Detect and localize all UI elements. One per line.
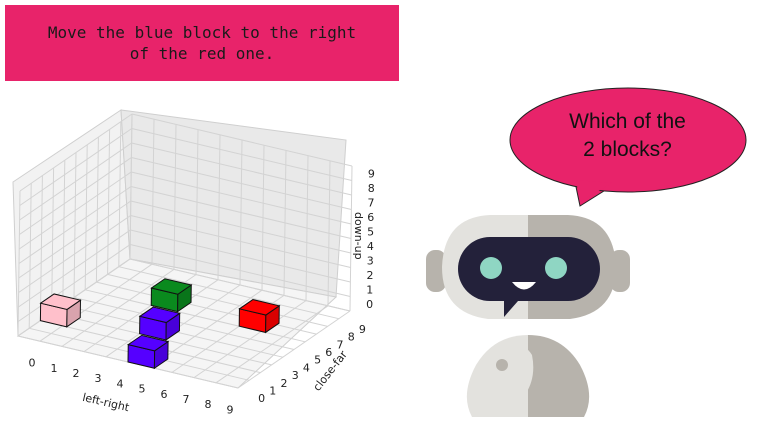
- left-wall-grid-line: [118, 121, 122, 267]
- left-wall-grid-line: [19, 128, 133, 206]
- robot-left-eye: [480, 257, 502, 279]
- back-wall-grid-line: [131, 157, 352, 210]
- x-tick-label: 3: [95, 372, 102, 385]
- y-tick-label: 3: [292, 369, 299, 382]
- y-tick-label: 4: [303, 361, 310, 374]
- left-wall-grid-line: [107, 129, 111, 275]
- y-tick-label: 1: [269, 384, 276, 397]
- robot-left-ear: [426, 250, 446, 292]
- floor-grid-line: [85, 289, 306, 343]
- z-tick-label: 6: [367, 211, 374, 224]
- floor-grid-line: [215, 305, 329, 384]
- x-tick-label: 5: [139, 383, 146, 396]
- back-wall-grid-line: [349, 165, 353, 312]
- floor-grid-line: [107, 273, 328, 327]
- robot-right-eye: [545, 257, 567, 279]
- speech-line-2: 2 blocks?: [583, 138, 672, 161]
- z-tick-label: 2: [367, 269, 374, 282]
- floor-grid-line: [118, 266, 339, 320]
- robot-visor-tail: [504, 300, 518, 317]
- plot-blocks: [39, 278, 281, 370]
- x-tick-label: 2: [73, 367, 80, 380]
- y-tick-label: 2: [281, 377, 288, 390]
- left-wall-grid-line: [19, 142, 132, 221]
- speech-bubble: [509, 87, 747, 207]
- floor-grid-line: [149, 289, 263, 368]
- speech-line-1: Which of the: [569, 110, 686, 133]
- z-tick-label: 0: [366, 298, 373, 311]
- left-wall-grid-line: [19, 113, 133, 192]
- y-tick-label: 8: [348, 331, 355, 344]
- y-tick-label: 6: [325, 346, 332, 359]
- z-tick-label: 8: [368, 182, 375, 195]
- speech-bubble-text: Which of the 2 blocks?: [525, 108, 730, 164]
- block-top-face: [39, 293, 82, 310]
- blue-block-lower: [127, 334, 170, 370]
- back-wall-grid-line: [131, 171, 352, 225]
- robot-arm: [490, 343, 534, 405]
- robot-body-button: [496, 359, 508, 371]
- z-tick-label: 7: [368, 196, 375, 209]
- back-wall-grid-line: [131, 128, 352, 181]
- left-wall-grid-line: [84, 144, 88, 290]
- robot-body-right: [528, 335, 590, 417]
- back-wall-grid-line: [283, 150, 287, 296]
- x-tick-label: 7: [183, 393, 190, 406]
- z-tick-label: 3: [367, 254, 374, 267]
- plot-grid: [17, 113, 353, 389]
- block-top-face: [150, 278, 193, 295]
- y-tick-label: 5: [314, 354, 321, 367]
- block-top-face: [138, 306, 181, 324]
- z-tick-label: 9: [368, 167, 375, 180]
- robot-visor: [458, 237, 600, 301]
- back-wall-grid-line: [327, 160, 331, 306]
- back-wall-grid-line: [305, 155, 309, 301]
- z-tick-label: 4: [367, 240, 374, 253]
- z-tick-label: 1: [366, 283, 373, 296]
- instruction-line-1: Move the blue block to the right: [47, 23, 357, 42]
- back-wall-grid-line: [130, 186, 352, 239]
- back-wall-grid-line: [261, 145, 265, 291]
- floor-grid-line: [237, 310, 351, 389]
- instruction-line-2: of the red one.: [129, 44, 275, 63]
- floor-grid-line: [129, 258, 351, 312]
- z-axis-label: down-up: [352, 212, 365, 260]
- y-tick-label: 7: [337, 338, 344, 351]
- x-axis-label: left-right: [81, 391, 131, 415]
- green-block: [150, 278, 193, 313]
- x-tick-label: 1: [51, 362, 58, 375]
- instruction-text: Move the blue block to the right of the …: [17, 22, 387, 64]
- floor-grid-line: [96, 281, 317, 335]
- y-tick-label: 0: [258, 392, 265, 405]
- x-tick-label: 0: [29, 357, 36, 370]
- floor-grid-line: [73, 297, 295, 350]
- floor-grid-line: [193, 300, 307, 379]
- x-tick-label: 4: [117, 377, 124, 390]
- z-tick-label: 5: [367, 225, 374, 238]
- robot-illustration: [426, 215, 630, 417]
- block-top-face: [127, 334, 170, 352]
- x-tick-label: 8: [205, 398, 212, 411]
- left-wall-grid-line: [19, 157, 132, 235]
- back-wall-grid-line: [131, 113, 353, 167]
- x-tick-label: 6: [161, 388, 168, 401]
- x-tick-label: 9: [227, 403, 234, 416]
- left-wall-grid-line: [95, 137, 99, 283]
- pink-block: [39, 293, 82, 328]
- left-wall-grid-line: [129, 113, 133, 260]
- instruction-banner: Move the blue block to the right of the …: [5, 5, 399, 81]
- left-wall-grid-line: [18, 186, 132, 264]
- back-wall-grid-line: [131, 142, 352, 196]
- left-wall-grid-line: [18, 171, 132, 250]
- red-block: [238, 299, 281, 334]
- block-top-face: [238, 299, 281, 316]
- robot-mouth: [512, 282, 536, 290]
- y-tick-label: 9: [359, 323, 366, 336]
- blue-block-upper: [138, 306, 181, 341]
